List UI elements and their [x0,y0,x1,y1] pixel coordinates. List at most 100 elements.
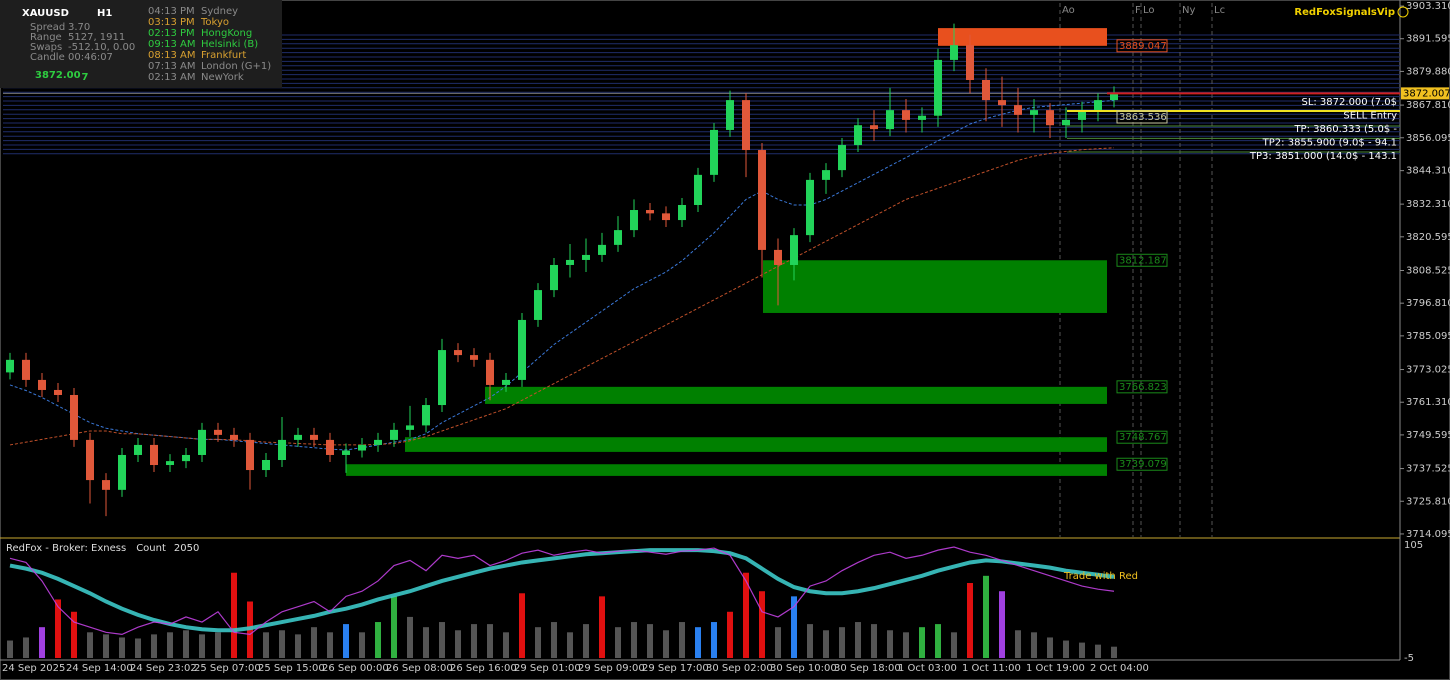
indicator-count-label: Count [136,543,166,554]
brand-icon [1397,6,1409,18]
candle-body [758,150,766,250]
candle-body [6,359,14,373]
y-tick-label: 3856.095 [1406,133,1450,144]
indicator-bar [295,634,301,658]
candle-body [918,115,926,120]
symbol: XAUUSD [22,8,69,19]
indicator-bar [327,632,333,658]
session-city: London (G+1) [201,61,271,72]
indicator-bar [151,634,157,658]
candle-body [982,80,990,101]
y-tick-label: 3903.310 [1406,1,1450,12]
candle-body [582,254,590,260]
panel-label: Range [30,32,62,43]
candle-body [198,429,206,455]
candle-body [182,454,190,462]
session-marker: Ny [1182,5,1195,16]
indicator-bar [775,627,781,658]
x-tick-label: 1 Oct 03:00 [898,663,957,674]
candle-body [1014,105,1022,115]
indicator-bar [87,632,93,658]
indicator-bar [439,622,445,658]
candle-body [790,235,798,265]
candle-body [454,350,462,356]
zone-label-box [1116,430,1168,444]
session-time: 04:13 PM [148,6,195,17]
indicator-bar [135,638,141,658]
x-tick-label: 24 Sep 2025 [2,663,65,674]
trade-label: TP3: 3851.000 (14.0$ - 143.1 [1249,151,1397,162]
session-marker: Lo [1143,5,1155,16]
x-tick-label: 26 Sep 08:00 [386,663,453,674]
indicator-bar [7,640,13,658]
y-tick-label: 3879.880 [1406,66,1450,77]
indicator-bar [903,632,909,658]
candle-body [774,249,782,265]
panel-value: 3.70 [68,22,90,33]
indicator-bar [455,630,461,658]
moving-average [9,99,1115,451]
indicator-count: 2050 [174,543,199,554]
session-city: Tokyo [200,17,229,28]
trade-label: SL: 3872.000 (7.0$ [1301,97,1397,108]
candle-body [566,259,574,265]
indicator-bar [615,627,621,658]
y-tick-label: 3844.310 [1406,166,1450,177]
candle-body [726,100,734,130]
x-tick-label: 1 Oct 11:00 [962,663,1021,674]
indicator-bar [359,632,365,658]
y-tick-label: 3785.095 [1406,331,1450,342]
indicator-bar [503,632,509,658]
x-tick-label: 29 Sep 17:00 [642,663,709,674]
candle-body [22,359,30,380]
indicator-bar [215,632,221,658]
session-time: 07:13 AM [148,61,195,72]
indicator-bar [423,627,429,658]
indicator-bar [919,627,925,658]
candle-body [310,434,318,440]
indicator-bar [1079,642,1085,658]
panel-value: 5127, 1911 [68,32,125,43]
candle-body [134,444,142,455]
indicator-line [9,546,1115,635]
indicator-bar [631,622,637,658]
candle-body [278,439,286,460]
indicator-bar [263,632,269,658]
indicator-bar [167,632,173,658]
candle-body [678,204,686,221]
x-tick-label: 29 Sep 09:00 [578,663,645,674]
candle-body [438,350,446,406]
candle-body [406,425,414,430]
supply-zone [938,28,1107,46]
zone-label: 3739.079 [1119,459,1167,470]
indicator-bar [311,627,317,658]
indicator-bar [887,630,893,658]
session-city: Frankfurt [201,50,246,61]
indicator-bar [183,630,189,658]
x-tick-label: 30 Sep 02:00 [706,663,773,674]
indicator-bar [823,630,829,658]
indicator-bar [55,599,61,658]
candle-body [342,450,350,455]
candle-body [390,429,398,440]
indicator-bar [567,632,573,658]
y-tick-label: 3832.310 [1406,199,1450,210]
session-time: 08:13 AM [148,50,195,61]
zone-label-box [1116,457,1168,471]
indicator-bar [999,591,1005,658]
indicator-bar [231,572,237,658]
indicator-bar [375,622,381,658]
zone-label: 3812.187 [1119,255,1167,266]
timeframe: H1 [97,8,112,19]
candle-body [246,439,254,471]
price-main: 3872.00 [35,70,81,81]
candle-body [646,210,654,214]
indicator-bar [519,593,525,658]
session-time: 03:13 PM [148,17,195,28]
y-tick-label: 3867.810 [1406,100,1450,111]
candle-body [1062,119,1070,126]
y-tick-label: 3749.595 [1406,430,1450,441]
indicator-bar [711,622,717,658]
